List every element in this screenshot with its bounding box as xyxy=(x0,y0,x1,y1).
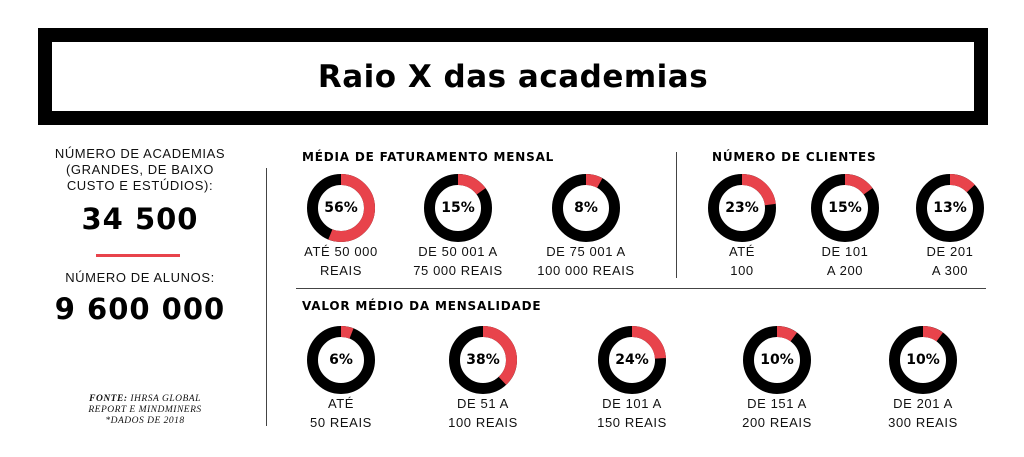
donut-2-2: 24% xyxy=(597,325,667,395)
donut-svg xyxy=(811,174,879,242)
donut-svg xyxy=(889,326,957,394)
donut-svg xyxy=(916,174,984,242)
donut-2-1: 38% xyxy=(448,325,518,395)
donut-category-label: ATÉ 50 REAIS xyxy=(310,396,372,430)
page-title: Raio X das academias xyxy=(317,58,709,95)
donut-svg xyxy=(307,174,375,242)
donut-percent-label: 6% xyxy=(329,352,353,368)
donut-2-0: 6% xyxy=(306,325,376,395)
gyms-label: NÚMERO DE ACADEMIAS (GRANDES, DE BAIXO C… xyxy=(54,146,226,193)
donut-svg xyxy=(449,326,517,394)
donut-slice xyxy=(307,326,375,394)
students-label: NÚMERO DE ALUNOS: xyxy=(65,270,215,285)
donut-1-2: 13% xyxy=(915,173,985,243)
donut-svg xyxy=(708,174,776,242)
title-frame: Raio X das academias xyxy=(52,42,974,111)
donut-svg xyxy=(307,326,375,394)
donut-category-label: DE 201 A 300 REAIS xyxy=(888,396,958,430)
donut-slice xyxy=(708,174,776,242)
source-text: IHRSA GLOBAL xyxy=(127,394,201,404)
donut-percent-label: 13% xyxy=(933,200,967,216)
donut-category-label: DE 151 A 200 REAIS xyxy=(742,396,812,430)
donut-slice xyxy=(811,174,879,242)
section-title-fee: VALOR MÉDIO DA MENSALIDADE xyxy=(302,299,542,313)
horizontal-divider xyxy=(296,288,986,289)
donut-percent-label: 24% xyxy=(615,352,649,368)
vertical-divider-main xyxy=(266,168,267,426)
donut-svg xyxy=(424,174,492,242)
donut-2-3: 10% xyxy=(742,325,812,395)
donut-percent-label: 15% xyxy=(441,200,475,216)
donut-percent-label: 10% xyxy=(760,352,794,368)
donut-slice xyxy=(449,326,517,394)
donut-slice xyxy=(307,174,375,242)
students-value: 9 600 000 xyxy=(54,292,226,326)
donut-slice xyxy=(424,174,492,242)
donut-svg xyxy=(598,326,666,394)
donut-percent-label: 56% xyxy=(324,200,358,216)
summary-column: NÚMERO DE ACADEMIAS (GRANDES, DE BAIXO C… xyxy=(40,146,240,326)
donut-slice xyxy=(552,174,620,242)
accent-divider xyxy=(96,254,180,257)
donut-0-1: 15% xyxy=(423,173,493,243)
donut-percent-label: 8% xyxy=(574,200,598,216)
donut-0-2: 8% xyxy=(551,173,621,243)
donut-category-label: DE 201 A 300 xyxy=(926,244,974,278)
donut-category-label: DE 101 A 200 xyxy=(821,244,869,278)
donut-category-label: DE 51 A 100 REAIS xyxy=(448,396,518,430)
source-label: FONTE: xyxy=(89,394,128,404)
donut-percent-label: 38% xyxy=(466,352,500,368)
vertical-divider-top xyxy=(676,152,677,278)
donut-percent-label: 23% xyxy=(725,200,759,216)
donut-category-label: DE 101 A 150 REAIS xyxy=(597,396,667,430)
section-title-revenue: MÉDIA DE FATURAMENTO MENSAL xyxy=(302,150,555,164)
donut-1-1: 15% xyxy=(810,173,880,243)
donut-slice xyxy=(743,326,811,394)
gyms-value: 34 500 xyxy=(81,202,199,236)
title-banner: Raio X das academias xyxy=(38,28,988,125)
source-date-note: *DADOS DE 2018 xyxy=(105,416,185,426)
donut-slice xyxy=(598,326,666,394)
donut-slice xyxy=(889,326,957,394)
source-text-2: REPORT E MINDMINERS xyxy=(88,405,202,415)
donut-svg xyxy=(552,174,620,242)
donut-category-label: ATÉ 50 000 REAIS xyxy=(304,244,378,278)
source-note: FONTE: IHRSA GLOBAL REPORT E MINDMINERS … xyxy=(60,394,230,427)
donut-category-label: DE 50 001 A 75 000 REAIS xyxy=(413,244,503,278)
donut-category-label: ATÉ 100 xyxy=(728,244,756,278)
donut-0-0: 56% xyxy=(306,173,376,243)
donut-svg xyxy=(743,326,811,394)
donut-1-0: 23% xyxy=(707,173,777,243)
donut-2-4: 10% xyxy=(888,325,958,395)
section-title-clients: NÚMERO DE CLIENTES xyxy=(712,150,877,164)
donut-slice xyxy=(916,174,984,242)
donut-percent-label: 15% xyxy=(828,200,862,216)
donut-percent-label: 10% xyxy=(906,352,940,368)
donut-category-label: DE 75 001 A 100 000 REAIS xyxy=(537,244,635,278)
